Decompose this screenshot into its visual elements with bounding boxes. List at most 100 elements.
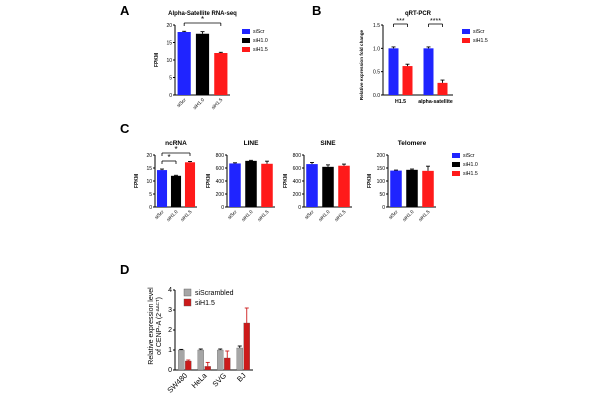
chart-d-y-tick-label: 1 bbox=[168, 347, 172, 354]
chart-c4-bar-sih10 bbox=[406, 169, 418, 207]
chart-a-y-tick-label: 5 bbox=[169, 76, 172, 82]
chart-c3-y-tick-label: 0 bbox=[298, 205, 301, 211]
chart-c4-bar-sih15 bbox=[422, 170, 434, 207]
chart-a-y-tick-label: 20 bbox=[166, 23, 172, 29]
chart-c2-bar-sih10 bbox=[245, 160, 257, 207]
chart-c4-legend-label: siH1.5 bbox=[463, 171, 478, 177]
chart-c2-y-tick-label: 0 bbox=[221, 205, 224, 211]
chart-a-legend-swatch bbox=[242, 47, 250, 52]
chart-c1-y-label: FPKM bbox=[134, 174, 140, 188]
chart-d-y-tick-label: 3 bbox=[168, 307, 172, 314]
chart-b-legend-swatch bbox=[462, 29, 470, 34]
chart-a-legend-label: siH1.5 bbox=[253, 47, 268, 53]
chart-a-legend-label: siScr bbox=[253, 29, 265, 35]
chart-a-legend-swatch bbox=[242, 29, 250, 34]
chart-c3-title: SINE bbox=[320, 140, 336, 147]
chart-a-x-tick-label: siScr bbox=[176, 97, 188, 109]
chart-c2-y-label: FPKM bbox=[206, 174, 212, 188]
chart-c3-x-tick-label: siScr bbox=[304, 209, 316, 221]
chart-d-legend-label: siH1.5 bbox=[195, 300, 215, 307]
chart-c3-y-tick-label: 200 bbox=[293, 192, 302, 198]
chart-b-legend-label: siScr bbox=[473, 29, 485, 35]
chart-c4-legend-label: siH1.0 bbox=[463, 162, 478, 168]
chart-b-y-tick-label: 0.5 bbox=[373, 70, 380, 76]
panel-label-a: A bbox=[120, 3, 130, 18]
chart-d-x-tick-label: BJ bbox=[235, 371, 248, 384]
panel-label-b: B bbox=[312, 3, 322, 18]
chart-c2-y-tick-label: 800 bbox=[216, 153, 225, 159]
chart-c3-y-tick-label: 600 bbox=[293, 166, 302, 172]
chart-b-y-tick-label: 1.5 bbox=[373, 23, 380, 29]
chart-d-y-tick-label: 2 bbox=[168, 327, 172, 334]
chart-c2-x-tick-label: siH1.5 bbox=[257, 209, 271, 223]
chart-a-y-tick-label: 10 bbox=[166, 58, 172, 64]
chart-d-bar-sih15 bbox=[224, 357, 231, 371]
chart-a-bar-siscr bbox=[177, 32, 191, 95]
chart-c3-bar-sih10 bbox=[322, 166, 334, 207]
chart-b-significance-label: **** bbox=[430, 18, 441, 25]
chart-c2-title: LINE bbox=[244, 140, 259, 147]
chart-d-bar-siscrambled bbox=[178, 349, 185, 371]
chart-c2-bar-sih15 bbox=[261, 163, 273, 207]
chart-c4-x-tick-label: siScr bbox=[388, 209, 400, 221]
chart-c2-bar-siscr bbox=[229, 163, 241, 207]
chart-c3-y-tick-label: 800 bbox=[293, 153, 302, 159]
chart-a-y-tick-label: 0 bbox=[169, 93, 172, 99]
chart-b-legend-label: siH1.5 bbox=[473, 38, 488, 44]
chart-a-significance-label: * bbox=[201, 15, 204, 24]
chart-a-bar-sih10 bbox=[195, 33, 210, 95]
chart-d-legend-swatch bbox=[183, 298, 192, 307]
chart-c3-x-tick-label: siH1.0 bbox=[318, 209, 332, 223]
panel-label-d: D bbox=[120, 262, 130, 277]
chart-b-title: qRT-PCR bbox=[405, 11, 432, 17]
chart-c1-significance-label: * bbox=[174, 145, 177, 154]
chart-c1-y-tick-label: 0 bbox=[149, 205, 152, 211]
chart-c1-title: ncRNA bbox=[165, 140, 187, 147]
chart-d-x-tick-label: SVG bbox=[211, 371, 229, 389]
chart-b-y-tick-label: 1.0 bbox=[373, 46, 380, 52]
chart-c4-y-tick-label: 100 bbox=[377, 179, 386, 185]
chart-c4-y-tick-label: 200 bbox=[377, 153, 386, 159]
chart-c4-legend-swatch bbox=[452, 162, 460, 167]
chart-b-bar-sih15 bbox=[402, 66, 413, 95]
chart-b-significance-label: *** bbox=[396, 18, 404, 25]
chart-d-bar-sih15 bbox=[204, 366, 211, 371]
chart-c3-x-tick-label: siH1.5 bbox=[334, 209, 348, 223]
chart-a-legend-label: siH1.0 bbox=[253, 38, 268, 44]
chart-c1-x-tick-label: siH1.0 bbox=[166, 209, 180, 223]
chart-c1-y-tick-label: 10 bbox=[146, 179, 152, 185]
chart-c1-y-tick-label: 5 bbox=[149, 192, 152, 198]
chart-c1-bar-siscr bbox=[156, 170, 168, 207]
chart-b-legend-swatch bbox=[462, 38, 470, 43]
chart-c4-x-tick-label: siH1.0 bbox=[402, 209, 416, 223]
chart-c2-y-tick-label: 200 bbox=[216, 192, 225, 198]
chart-c2-x-tick-label: siScr bbox=[227, 209, 239, 221]
chart-c1-significance-label: * bbox=[167, 153, 170, 162]
chart-c4-bar-siscr bbox=[390, 170, 402, 207]
chart-d-x-tick-label: SW480 bbox=[165, 371, 189, 395]
chart-c1-y-tick-label: 20 bbox=[146, 153, 152, 159]
chart-a-legend-swatch bbox=[242, 38, 250, 43]
chart-c4-legend-label: siScr bbox=[463, 153, 475, 159]
chart-b-x-tick-label: H1.5 bbox=[395, 99, 406, 105]
chart-c4-y-label: FPKM bbox=[367, 174, 373, 188]
chart-c2-y-tick-label: 400 bbox=[216, 179, 225, 185]
chart-c1-bar-sih15 bbox=[184, 162, 196, 207]
chart-b-bar-sih15 bbox=[437, 82, 448, 95]
chart-b-bar-siscr bbox=[388, 48, 399, 95]
chart-d-y-label-line2: of CENP-A (2-ΔΔCT) bbox=[155, 297, 164, 355]
chart-c4-y-tick-label: 0 bbox=[382, 205, 385, 211]
chart-d-y-label: Relative expression level bbox=[148, 287, 155, 365]
chart-c3-y-tick-label: 400 bbox=[293, 179, 302, 185]
chart-d-legend-swatch bbox=[183, 288, 192, 297]
chart-d-bar-sih15 bbox=[185, 360, 192, 371]
chart-c3-bar-siscr bbox=[306, 164, 318, 207]
chart-c4-y-tick-label: 150 bbox=[377, 166, 386, 172]
chart-c1-x-tick-label: siH1.5 bbox=[180, 209, 194, 223]
chart-d-y-tick-label: 4 bbox=[168, 287, 172, 294]
chart-c3-bar-sih15 bbox=[338, 165, 350, 207]
chart-d-bar-siscrambled bbox=[236, 347, 243, 371]
chart-a-bar-sih15 bbox=[214, 53, 228, 95]
chart-d-bar-siscrambled bbox=[217, 349, 224, 371]
